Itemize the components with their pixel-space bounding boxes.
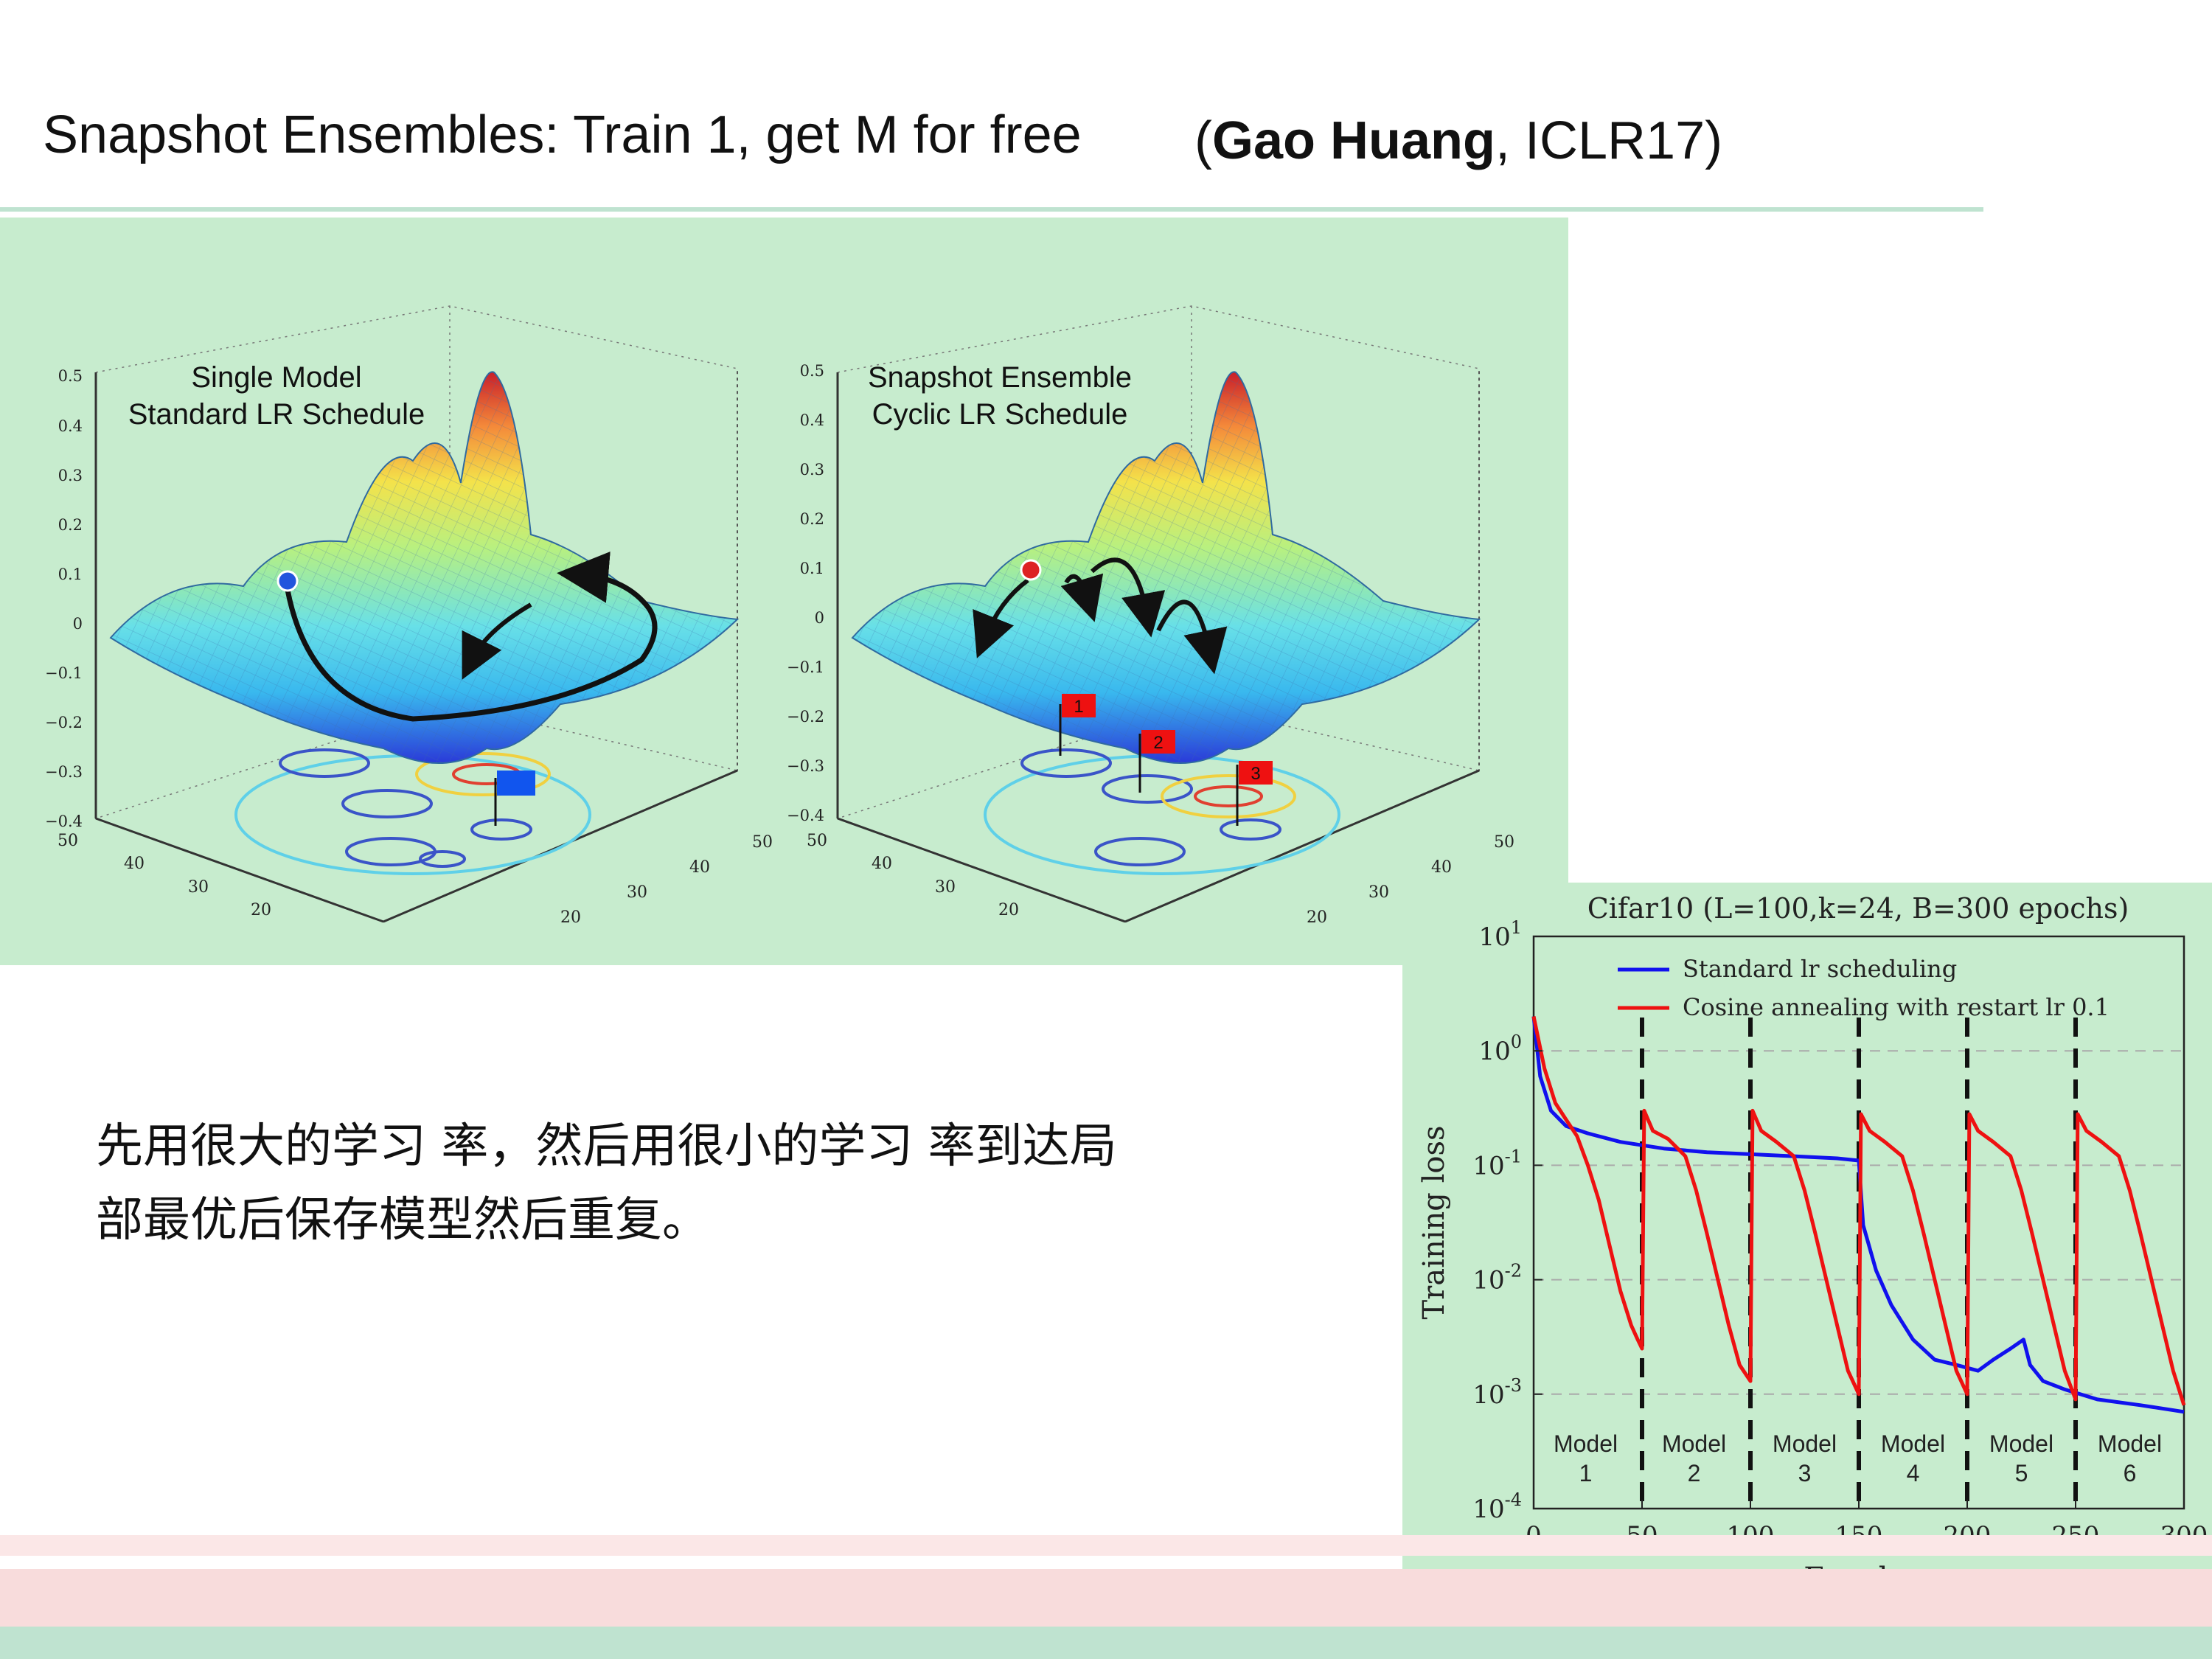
training-loss-chart: Cifar10 (L=100,k=24, B=300 epochs) 101 10…: [1402, 883, 2212, 1604]
y-tick-label: 10-4: [1472, 1489, 1522, 1524]
z-tick: −0.3: [787, 757, 824, 775]
left-contours: [234, 748, 591, 875]
z-tick: −0.1: [787, 658, 824, 676]
axis-tick: 40: [689, 858, 710, 877]
axis-tick: 20: [998, 901, 1019, 919]
model-label: Model: [1881, 1430, 1945, 1457]
model-number: 2: [1688, 1460, 1701, 1486]
z-tick: 0.2: [58, 516, 83, 534]
axis-tick: 40: [124, 855, 145, 873]
footer-band-light: [0, 1535, 2212, 1556]
z-tick: 0.2: [800, 510, 824, 528]
z-tick: 0.5: [58, 367, 83, 385]
training-loss-svg: Cifar10 (L=100,k=24, B=300 epochs) 101 10…: [1417, 892, 2208, 1596]
footer-band-green: [0, 1627, 2212, 1659]
axis-tick: 40: [1431, 858, 1452, 877]
z-tick: 0.3: [800, 461, 824, 479]
series-standard-line: [1531, 1016, 2185, 1414]
snapshot-flags: 1 2 3: [1059, 694, 1273, 826]
slide-title: Snapshot Ensembles: Train 1, get M for f…: [43, 105, 1082, 164]
series-cosine-line: [1531, 1015, 2186, 1406]
left-3d-plot: 0.5 0.4 0.3 0.2 0.1 0 −0.1 −0.2 −0.3 −0.…: [45, 305, 773, 927]
footer-band-pink: [0, 1569, 2212, 1627]
y-tick-label: 10-1: [1472, 1146, 1522, 1180]
y-axis-label: Training loss: [1417, 1125, 1451, 1319]
axis-tick: 20: [1307, 908, 1327, 927]
axis-tick: 20: [251, 901, 271, 919]
axis-tick: 50: [752, 833, 773, 852]
z-tick: −0.3: [45, 763, 83, 781]
flag-label: 3: [1251, 764, 1260, 784]
axis-tick: 40: [872, 855, 892, 873]
y-tick-label: 100: [1478, 1032, 1522, 1066]
z-tick: −0.2: [787, 708, 824, 726]
author-citation: (Gao Huang, ICLR17): [1194, 111, 1723, 170]
y-tick-label: 10-3: [1472, 1375, 1522, 1410]
z-tick: −0.4: [787, 807, 824, 824]
axis-tick: 30: [188, 878, 209, 897]
y-tick-label: 101: [1478, 917, 1522, 952]
axis-tick: 50: [1494, 833, 1514, 852]
axis-tick: 50: [807, 832, 827, 850]
loss-landscape-figure: 0.5 0.4 0.3 0.2 0.1 0 −0.1 −0.2 −0.3 −0.…: [0, 218, 1568, 965]
right-plot-title-line2: Cyclic LR Schedule: [872, 398, 1128, 431]
snapshot-marker: [1020, 559, 1042, 581]
single-model-flag: [497, 771, 535, 796]
left-plot-title-line2: Standard LR Schedule: [128, 398, 425, 431]
chart-legend: Standard lr scheduling Cosine annealing …: [1618, 955, 2110, 1021]
z-tick: −0.2: [45, 714, 83, 731]
flag-label: 1: [1074, 697, 1083, 717]
legend-label-standard: Standard lr scheduling: [1683, 955, 1957, 983]
description-line-2: 部最优后保存模型然后重复。: [96, 1193, 709, 1248]
z-tick: −0.4: [45, 813, 83, 830]
flag-label: 2: [1153, 733, 1163, 753]
model-number: 3: [1798, 1460, 1812, 1486]
axis-tick: 50: [58, 832, 78, 850]
axis-tick: 30: [627, 883, 647, 902]
z-tick: 0.1: [800, 560, 824, 577]
model-number: 6: [2124, 1460, 2137, 1486]
legend-label-cosine: Cosine annealing with restart lr 0.1: [1683, 993, 2110, 1021]
chart-title: Cifar10 (L=100,k=24, B=300 epochs): [1587, 892, 2129, 925]
loss-landscape-svg: 0.5 0.4 0.3 0.2 0.1 0 −0.1 −0.2 −0.3 −0.…: [45, 305, 1514, 927]
z-tick: 0.4: [58, 417, 83, 435]
axis-tick: 20: [560, 908, 581, 927]
axis-tick: 30: [1368, 883, 1389, 902]
model-label: Model: [1989, 1430, 2053, 1457]
model-label: Model: [1773, 1430, 1837, 1457]
z-tick: 0: [73, 615, 83, 633]
single-model-marker: [276, 570, 299, 592]
right-3d-plot: 0.5 0.4 0.3 0.2 0.1 0 −0.1 −0.2 −0.3 −0.…: [787, 305, 1514, 927]
z-tick: 0.5: [800, 362, 824, 380]
z-tick: 0.3: [58, 467, 83, 484]
z-tick: 0.4: [800, 411, 824, 429]
model-number: 1: [1579, 1460, 1593, 1486]
z-tick: 0: [815, 609, 824, 627]
right-plot-title-line1: Snapshot Ensemble: [868, 361, 1132, 394]
description-text: 先用很大的学习 率，然后用很小的学习 率到达局 部最优后保存模型然后重复。: [96, 1110, 1335, 1257]
model-label: Model: [1662, 1430, 1726, 1457]
author-name: Gao Huang: [1211, 111, 1495, 170]
z-tick: 0.1: [58, 566, 83, 583]
model-number: 5: [2015, 1460, 2028, 1486]
description-line-1: 先用很大的学习 率，然后用很小的学习 率到达局: [96, 1119, 1117, 1174]
axis-tick: 30: [935, 878, 956, 897]
y-tick-label: 10-2: [1472, 1261, 1522, 1295]
title-divider: [0, 207, 1983, 212]
z-tick: −0.1: [45, 664, 83, 682]
left-plot-title-line1: Single Model: [191, 361, 361, 394]
model-number: 4: [1907, 1460, 1920, 1486]
model-label: Model: [1554, 1430, 1618, 1457]
right-contours: [984, 748, 1340, 875]
model-label: Model: [2098, 1430, 2162, 1457]
